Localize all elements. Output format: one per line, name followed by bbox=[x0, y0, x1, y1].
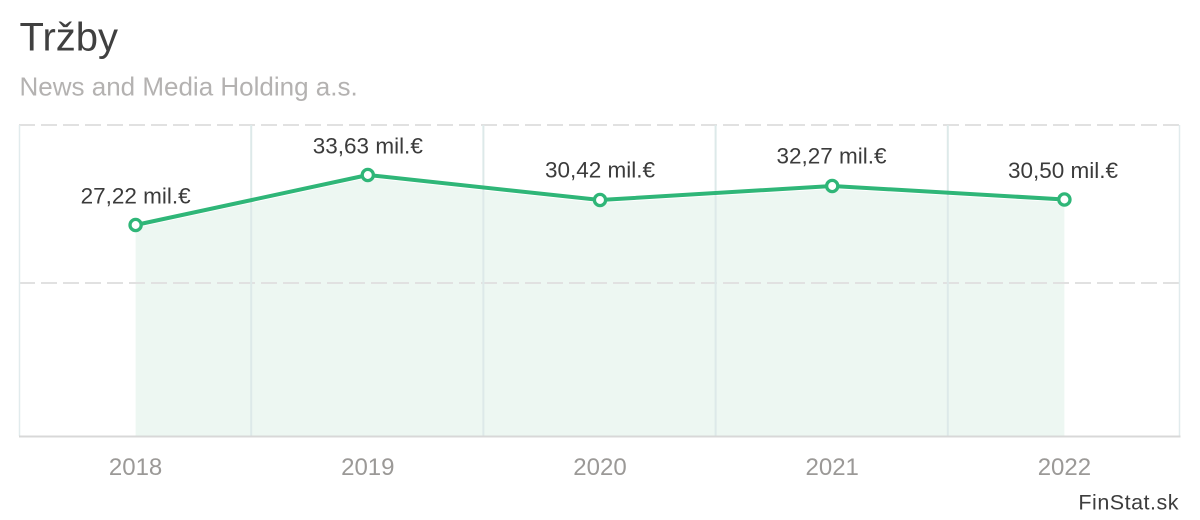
svg-text:27,22 mil.€: 27,22 mil.€ bbox=[81, 184, 192, 209]
svg-text:2022: 2022 bbox=[1038, 454, 1091, 481]
svg-text:FinStat.sk: FinStat.sk bbox=[1078, 491, 1179, 515]
svg-text:2019: 2019 bbox=[341, 454, 394, 481]
svg-text:33,63 mil.€: 33,63 mil.€ bbox=[313, 134, 424, 159]
svg-text:News and Media Holding a.s.: News and Media Holding a.s. bbox=[20, 72, 358, 102]
svg-text:30,50 mil.€: 30,50 mil.€ bbox=[1008, 158, 1119, 183]
svg-text:2018: 2018 bbox=[109, 454, 162, 481]
svg-text:2020: 2020 bbox=[573, 454, 626, 481]
svg-text:32,27 mil.€: 32,27 mil.€ bbox=[776, 144, 887, 169]
svg-text:30,42 mil.€: 30,42 mil.€ bbox=[545, 158, 656, 183]
svg-text:Tržby: Tržby bbox=[20, 16, 119, 60]
svg-text:2021: 2021 bbox=[806, 454, 859, 481]
